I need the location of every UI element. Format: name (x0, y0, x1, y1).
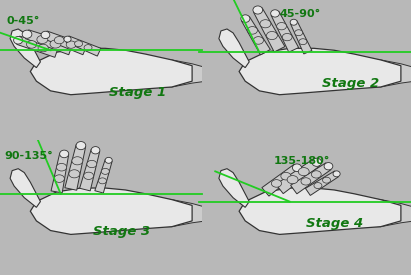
Ellipse shape (271, 180, 282, 187)
Polygon shape (10, 29, 40, 68)
Ellipse shape (260, 20, 271, 28)
Polygon shape (44, 31, 87, 55)
Polygon shape (271, 12, 299, 52)
Polygon shape (80, 149, 100, 191)
Ellipse shape (84, 172, 94, 180)
Ellipse shape (14, 37, 23, 44)
Ellipse shape (301, 178, 311, 185)
Polygon shape (239, 188, 401, 234)
Polygon shape (219, 169, 249, 207)
Polygon shape (152, 58, 206, 87)
Polygon shape (239, 48, 401, 95)
Ellipse shape (50, 40, 61, 48)
Ellipse shape (277, 23, 286, 30)
Text: 135-180°: 135-180° (273, 156, 330, 166)
Polygon shape (241, 16, 270, 55)
Ellipse shape (64, 36, 71, 42)
Polygon shape (276, 159, 320, 194)
Ellipse shape (27, 41, 37, 48)
Ellipse shape (105, 157, 112, 163)
Ellipse shape (84, 45, 92, 51)
Ellipse shape (324, 163, 333, 170)
Ellipse shape (314, 183, 322, 189)
Ellipse shape (91, 147, 100, 154)
Polygon shape (254, 8, 285, 52)
Polygon shape (95, 160, 112, 193)
Polygon shape (66, 36, 101, 56)
Text: Stage 3: Stage 3 (93, 225, 150, 238)
Ellipse shape (241, 15, 250, 22)
Ellipse shape (247, 27, 257, 34)
Polygon shape (291, 163, 331, 194)
Ellipse shape (333, 171, 340, 177)
Text: Stage 2: Stage 2 (322, 77, 379, 90)
Ellipse shape (66, 41, 76, 48)
Polygon shape (30, 188, 192, 234)
Text: 90-135°: 90-135° (4, 150, 53, 161)
Ellipse shape (293, 164, 302, 172)
Polygon shape (10, 169, 40, 207)
Ellipse shape (281, 172, 291, 180)
Ellipse shape (69, 170, 80, 178)
Ellipse shape (312, 158, 322, 166)
Ellipse shape (287, 175, 298, 184)
Ellipse shape (102, 168, 109, 174)
Ellipse shape (299, 39, 307, 45)
Polygon shape (291, 21, 312, 54)
Ellipse shape (22, 30, 32, 38)
Ellipse shape (253, 37, 263, 44)
Ellipse shape (37, 35, 48, 43)
Text: 0-45°: 0-45° (6, 16, 39, 26)
Ellipse shape (290, 19, 297, 25)
Ellipse shape (56, 163, 67, 171)
Ellipse shape (323, 177, 330, 183)
Polygon shape (65, 145, 85, 190)
Polygon shape (360, 198, 411, 227)
Ellipse shape (76, 142, 86, 150)
Ellipse shape (295, 30, 302, 36)
Text: Stage 1: Stage 1 (109, 86, 166, 98)
Ellipse shape (271, 10, 279, 17)
Polygon shape (51, 153, 69, 193)
Polygon shape (360, 58, 411, 87)
Ellipse shape (60, 150, 69, 158)
Text: 45-90°: 45-90° (279, 9, 321, 20)
Ellipse shape (266, 31, 277, 40)
Text: Stage 4: Stage 4 (305, 217, 363, 230)
Ellipse shape (54, 175, 65, 182)
Ellipse shape (253, 6, 263, 14)
Ellipse shape (282, 34, 292, 41)
Polygon shape (152, 198, 206, 227)
Ellipse shape (87, 160, 97, 168)
Ellipse shape (72, 157, 83, 165)
Ellipse shape (38, 44, 48, 52)
Polygon shape (30, 48, 192, 95)
Ellipse shape (99, 178, 106, 184)
Polygon shape (25, 30, 73, 55)
Polygon shape (17, 36, 58, 57)
Ellipse shape (312, 171, 321, 178)
Ellipse shape (54, 37, 64, 44)
Ellipse shape (74, 41, 83, 47)
Polygon shape (219, 29, 249, 68)
Polygon shape (305, 171, 339, 196)
Ellipse shape (298, 167, 309, 176)
Polygon shape (262, 164, 300, 196)
Ellipse shape (41, 31, 50, 38)
